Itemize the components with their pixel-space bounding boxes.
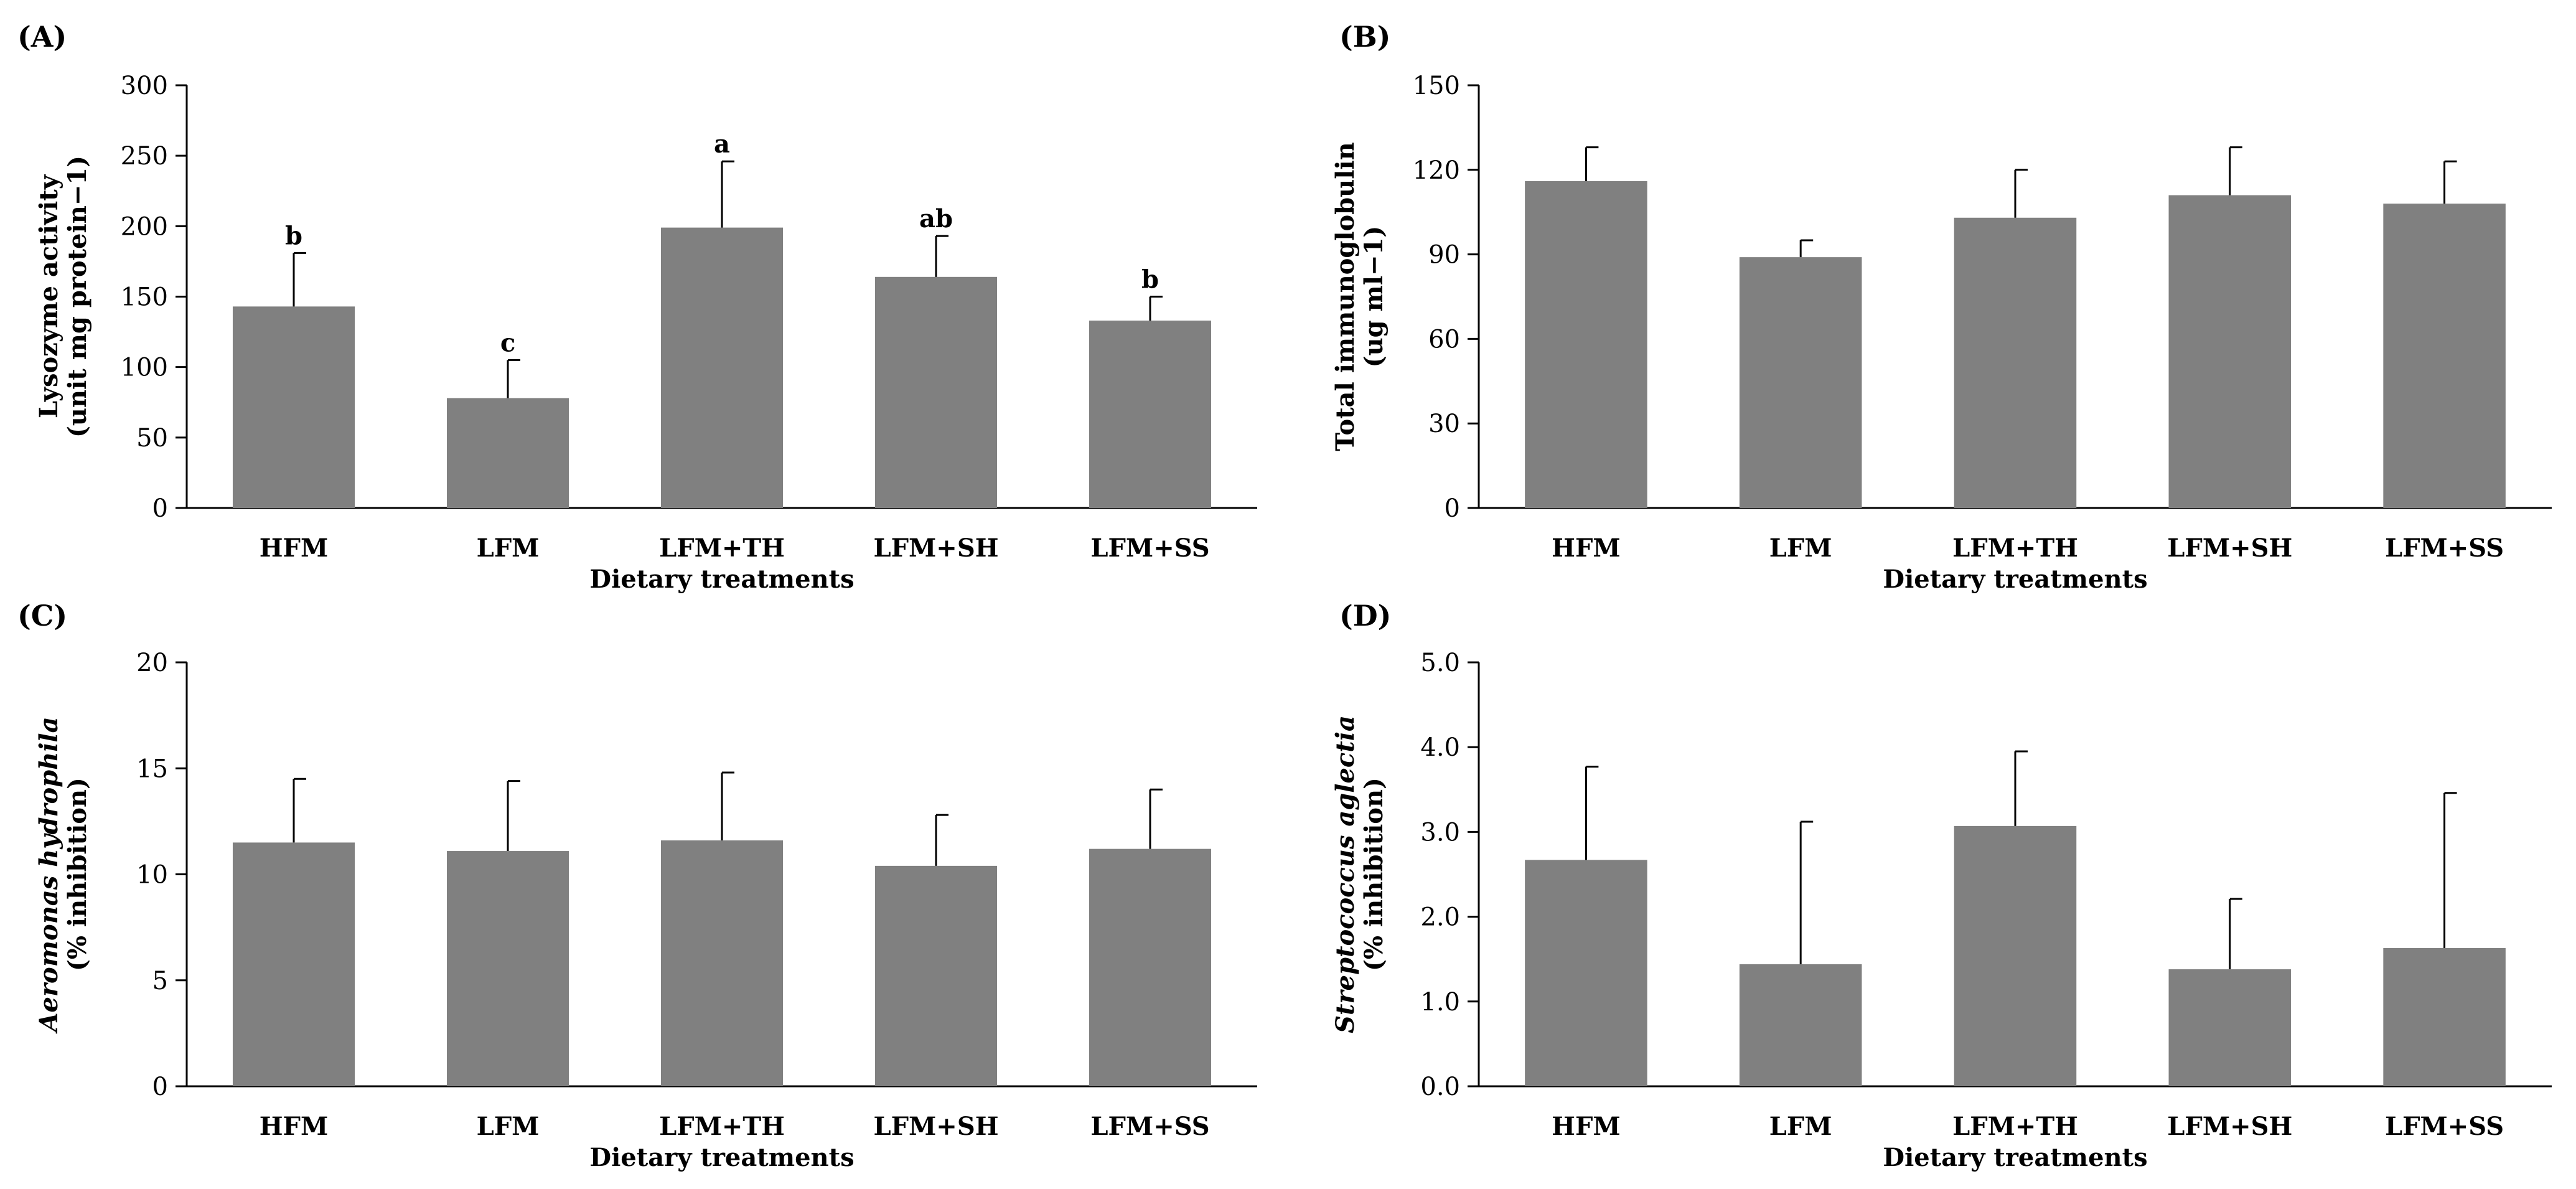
- bar-LFM+SH: [2168, 195, 2292, 508]
- category-label: LFM+SH: [2167, 533, 2292, 563]
- y-tick-label: 0: [152, 494, 168, 523]
- category-label: LFM+TH: [1952, 533, 2078, 563]
- y-tick-label: 15: [136, 754, 168, 783]
- y-tick-label: 5.0: [1420, 649, 1460, 677]
- y-axis-title: Streptococcus aglectia: [1331, 715, 1360, 1033]
- y-tick-label: 250: [121, 142, 168, 171]
- x-axis-title: Dietary treatments: [1883, 1143, 2147, 1172]
- panel-1: (B) 0 30 60 90 120 150 HFM LFM LFM+TH LFM+SH LFM+SS…: [1331, 20, 2552, 594]
- significance-letter: a: [714, 129, 730, 159]
- bar-LFM+TH: [660, 840, 784, 1086]
- significance-letter: ab: [919, 204, 953, 233]
- panel-label: (C): [17, 599, 67, 632]
- category-label: LFM+SS: [1090, 1112, 1209, 1141]
- y-axis-title: Lysozyme activity: [34, 174, 63, 418]
- y-tick-label: 0: [1445, 494, 1460, 523]
- category-label: HFM: [260, 533, 328, 563]
- category-label: LFM: [1769, 533, 1832, 563]
- category-label: HFM: [1552, 1112, 1620, 1141]
- y-tick-label: 1.0: [1420, 988, 1460, 1017]
- y-tick-label: 0: [152, 1073, 168, 1101]
- panel-0: (A) 0 50 100 150 200 250 300 b HFM c LFM a LFM+TH ab LF…: [17, 20, 1257, 594]
- bar-HFM: [232, 842, 355, 1086]
- y-tick-label: 150: [121, 283, 168, 312]
- bar-LFM+SH: [874, 276, 998, 508]
- bar-LFM+SH: [2168, 969, 2292, 1086]
- category-label: LFM+TH: [659, 533, 785, 563]
- bar-HFM: [1525, 181, 1647, 508]
- bar-LFM+SH: [874, 865, 998, 1086]
- y-axis-title: (% inhibition): [63, 778, 92, 971]
- y-axis-title: (% inhibition): [1359, 778, 1389, 971]
- bar-LFM+TH: [660, 227, 784, 508]
- x-axis-title: Dietary treatments: [589, 565, 854, 594]
- y-tick-label: 0.0: [1420, 1073, 1460, 1101]
- panel-label: (A): [17, 20, 67, 54]
- y-tick-label: 2.0: [1420, 903, 1460, 932]
- y-tick-label: 150: [1413, 72, 1460, 100]
- category-label: HFM: [260, 1112, 328, 1141]
- category-label: HFM: [1552, 533, 1620, 563]
- significance-letter: b: [1141, 265, 1159, 294]
- panel-label: (B): [1339, 20, 1390, 54]
- category-label: LFM+SS: [1090, 533, 1209, 563]
- y-tick-label: 120: [1413, 156, 1460, 185]
- bar-LFM+SS: [1089, 848, 1212, 1086]
- category-label: LFM+SH: [874, 1112, 999, 1141]
- panel-3: (D) 0.0 1.0 2.0 3.0 4.0 5.0 HFM LFM LFM+TH LFM+SH L…: [1331, 599, 2552, 1172]
- y-tick-label: 4.0: [1420, 733, 1460, 762]
- y-tick-label: 5: [152, 967, 168, 995]
- bar-LFM: [1739, 964, 1862, 1086]
- y-axis-title: Aeromonas hydrophila: [34, 717, 63, 1034]
- y-tick-label: 90: [1428, 241, 1460, 270]
- bar-HFM: [232, 306, 355, 508]
- x-axis-title: Dietary treatments: [589, 1143, 854, 1172]
- category-label: LFM+TH: [659, 1112, 785, 1141]
- y-axis-title: (unit mg protein−1): [63, 156, 92, 438]
- category-label: LFM+SH: [2167, 1112, 2292, 1141]
- significance-letter: b: [285, 221, 302, 250]
- y-tick-label: 50: [136, 424, 168, 453]
- x-axis-title: Dietary treatments: [1883, 565, 2147, 594]
- bar-LFM+TH: [1954, 217, 2077, 508]
- panel-2: (C) 0 5 10 15 20 HFM LFM LFM+TH LFM+SH LFM+SS Dieta…: [17, 599, 1257, 1172]
- y-tick-label: 30: [1428, 410, 1460, 438]
- y-tick-label: 100: [121, 354, 168, 382]
- bar-LFM: [446, 398, 569, 508]
- category-label: LFM: [477, 533, 540, 563]
- bar-LFM+SS: [2383, 947, 2506, 1086]
- y-tick-label: 60: [1428, 325, 1460, 354]
- bar-LFM+SS: [1089, 320, 1212, 508]
- category-label: LFM: [1769, 1112, 1832, 1141]
- y-axis-title: Total immunoglobulin: [1331, 142, 1360, 451]
- bar-LFM+TH: [1954, 825, 2077, 1086]
- category-label: LFM: [477, 1112, 540, 1141]
- bar-HFM: [1525, 860, 1647, 1086]
- y-tick-label: 3.0: [1420, 818, 1460, 847]
- category-label: LFM+TH: [1952, 1112, 2078, 1141]
- significance-letter: c: [500, 328, 515, 357]
- y-tick-label: 200: [121, 212, 168, 241]
- bar-LFM+SS: [2383, 204, 2506, 508]
- category-label: LFM+SS: [2385, 1112, 2504, 1141]
- bar-LFM: [1739, 257, 1862, 508]
- panel-label: (D): [1339, 599, 1391, 632]
- y-tick-label: 20: [136, 649, 168, 677]
- y-tick-label: 300: [121, 72, 168, 100]
- category-label: LFM+SH: [874, 533, 999, 563]
- y-axis-title: (ug ml−1): [1359, 226, 1389, 368]
- y-tick-label: 10: [136, 861, 168, 890]
- bar-LFM: [446, 851, 569, 1086]
- category-label: LFM+SS: [2385, 533, 2504, 563]
